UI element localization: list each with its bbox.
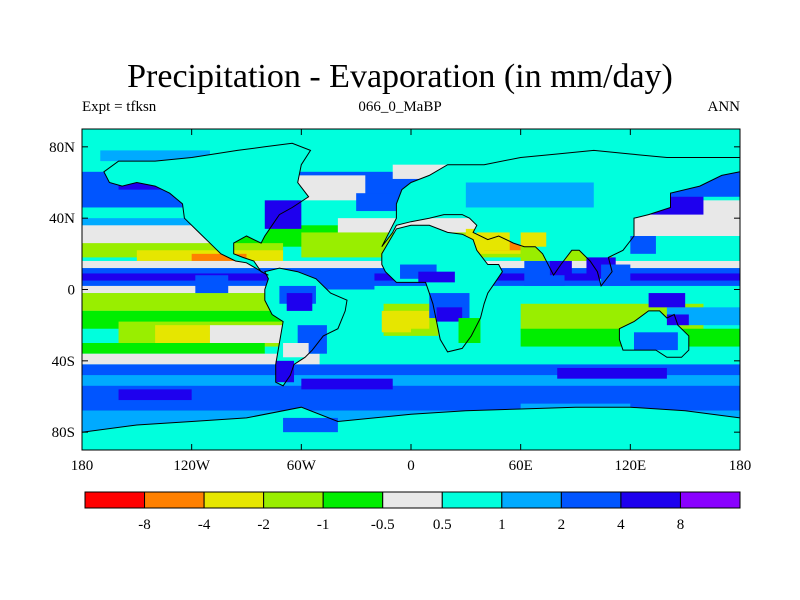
coastline-africa-eurasia-south — [381, 224, 503, 353]
coastline-africa-eurasia — [381, 149, 740, 288]
colorbar-label: 4 — [617, 517, 625, 533]
colorbar: -8 -4 -2 -1 -0.5 0.5 1 2 4 8 — [84, 491, 741, 533]
land-field-region — [436, 307, 463, 322]
colorbar-swatch — [620, 491, 681, 509]
land-field-region — [520, 232, 547, 247]
subtitle-left: Expt = tfksn — [82, 99, 157, 115]
field-region — [557, 367, 667, 379]
lat-tick-label: 40N — [49, 211, 75, 227]
land-field-region — [666, 314, 689, 326]
lat-tick-label: 80S — [52, 425, 75, 441]
lon-tick-label: 120E — [614, 458, 646, 474]
land-field-region — [381, 310, 411, 333]
coastline-antarctica — [82, 406, 740, 450]
land-field-region — [549, 260, 572, 276]
colorbar-label: 2 — [558, 517, 566, 533]
lon-tick-label: 120W — [173, 458, 211, 474]
land-field-region — [601, 264, 631, 286]
land-field-region — [286, 293, 313, 311]
field-region — [301, 378, 393, 390]
colorbar-swatch — [441, 491, 503, 509]
land-field-region — [195, 275, 229, 294]
colorbar-swatch — [382, 491, 443, 509]
lon-tick-label: 60W — [287, 458, 317, 474]
land-field-region — [465, 182, 594, 208]
colorbar-label: -2 — [257, 517, 270, 533]
field-region — [100, 150, 210, 162]
lon-tick-label: 60E — [509, 458, 533, 474]
lon-tick-label: 180 — [71, 458, 94, 474]
colorbar-label: -8 — [138, 517, 151, 533]
coastline-north-america — [103, 142, 312, 276]
field-region — [82, 353, 320, 365]
land-field-region — [633, 332, 678, 351]
colorbar-swatch — [203, 491, 265, 509]
coastline-south-america — [264, 267, 348, 387]
colorbar-swatch — [501, 491, 562, 509]
lon-tick-label: 180 — [729, 458, 752, 474]
field-region — [118, 389, 192, 401]
colorbar-swatch — [84, 491, 146, 509]
land-north-america — [103, 143, 311, 276]
colorbar-label: -4 — [198, 517, 211, 533]
map-axes: 180 120W 60W 0 60E 120E 180 80N 40N 0 40S 80S — [49, 129, 751, 474]
lat-tick-label: 80N — [49, 140, 75, 156]
field-region — [155, 325, 210, 343]
colorbar-swatch — [263, 491, 324, 509]
field-region — [82, 285, 284, 294]
colorbar-label: -0.5 — [371, 517, 395, 533]
colorbar-label: 0.5 — [433, 517, 452, 533]
land-field-region — [283, 417, 338, 433]
field-region — [82, 225, 229, 247]
colorbar-swatch — [679, 491, 741, 509]
colorbar-label: -1 — [317, 517, 330, 533]
colorbar-swatch — [322, 491, 384, 509]
coastlines — [82, 142, 740, 450]
lat-tick-label: 40S — [52, 354, 75, 370]
subtitle-right: ANN — [707, 99, 741, 115]
land-field-region — [630, 236, 656, 254]
colorbar-label: 1 — [498, 517, 506, 533]
map-plot-area — [82, 129, 740, 450]
colorbar-swatch — [560, 491, 622, 509]
colorbar-swatch — [144, 491, 205, 509]
field-region — [82, 343, 265, 354]
land-field-region — [476, 232, 510, 251]
subtitle-center: 066_0_MaBP — [358, 99, 442, 115]
page-title: Precipitation - Evaporation (in mm/day) — [127, 58, 673, 95]
land-field-region — [458, 318, 481, 343]
field-region — [648, 293, 686, 308]
land-field-region — [418, 271, 455, 283]
field-region — [82, 293, 320, 311]
lat-tick-label: 0 — [68, 283, 76, 299]
land-field-region — [283, 343, 309, 358]
lon-tick-label: 0 — [407, 458, 415, 474]
field-region — [82, 375, 740, 386]
field-region — [191, 253, 247, 261]
colorbar-label: 8 — [677, 517, 685, 533]
coastline-australia — [618, 310, 690, 358]
